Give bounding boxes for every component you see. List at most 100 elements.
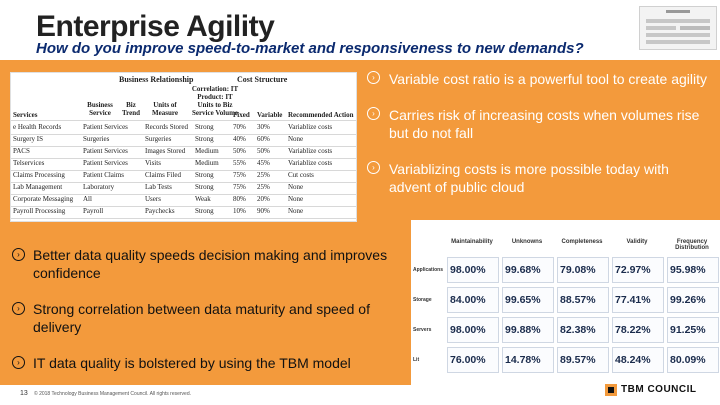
- col-variable: Variable: [257, 111, 283, 119]
- metric-value: 84.00%: [450, 294, 486, 306]
- metric-value: 99.88%: [505, 324, 541, 336]
- slide-title: Enterprise Agility: [36, 10, 275, 43]
- list-item: › Strong correlation between data maturit…: [12, 300, 402, 336]
- table-cell: 25%: [257, 171, 270, 179]
- metric-tile: 80.09%: [667, 347, 719, 373]
- dashboard-column-header: Validity: [626, 239, 648, 245]
- metric-tile: 82.38%: [557, 317, 609, 343]
- page-number: 13: [20, 390, 28, 397]
- metric-tile: 48.24%: [612, 347, 664, 373]
- list-item: › Variable cost ratio is a powerful tool …: [367, 70, 712, 88]
- table-cell: Weak: [195, 195, 211, 203]
- metric-value: 99.26%: [670, 294, 706, 306]
- table-cell: Variablize costs: [288, 159, 333, 167]
- dashboard-row-header: Applications: [413, 267, 444, 273]
- metric-tile: 99.68%: [502, 257, 554, 283]
- table-cell: Corporate Messaging: [13, 195, 74, 203]
- table-cell: 75%: [233, 183, 246, 191]
- table-cell: Surgeries: [83, 135, 110, 143]
- table-cell: Surgeries: [145, 135, 172, 143]
- metric-tile: 77.41%: [612, 287, 664, 313]
- dashboard-column-header: Maintainability: [451, 239, 493, 245]
- table-cell: Paychecks: [145, 207, 175, 215]
- table-cell: Variablize costs: [288, 147, 333, 155]
- metric-tile: 78.22%: [612, 317, 664, 343]
- metric-value: 98.00%: [450, 324, 486, 336]
- col-units: Units of Measure: [152, 101, 178, 117]
- table-cell: 30%: [257, 123, 270, 131]
- cost-structure-table: Business Relationship Cost Structure Cor…: [10, 72, 357, 222]
- metric-value: 78.22%: [615, 324, 651, 336]
- metric-value: 76.00%: [450, 354, 486, 366]
- table-cell: 70%: [233, 123, 246, 131]
- table-cell: Users: [145, 195, 161, 203]
- table-cell: 10%: [233, 207, 246, 215]
- table-cell: 50%: [257, 147, 270, 155]
- table-cell: PACS: [13, 147, 30, 155]
- table-cell: Strong: [195, 123, 214, 131]
- brand-name: TBM COUNCIL: [621, 384, 697, 395]
- col-fixed: Fixed: [233, 111, 250, 119]
- table-cell: e Health Records: [13, 123, 62, 131]
- list-item: › Carries risk of increasing costs when v…: [367, 106, 712, 142]
- metric-tile: 99.65%: [502, 287, 554, 313]
- table-cell: Strong: [195, 135, 214, 143]
- table-cell: Claims Processing: [13, 171, 65, 179]
- dashboard-row-header: Lit: [413, 357, 420, 363]
- table-cell: 40%: [233, 135, 246, 143]
- col-recommended: Recommended Action: [288, 111, 354, 119]
- col-biz-trend: Biz Trend: [121, 101, 141, 117]
- metric-value: 88.57%: [560, 294, 596, 306]
- dashboard-column-header: Unknowns: [511, 239, 543, 245]
- table-cell: Claims Filed: [145, 171, 181, 179]
- dashboard-row-header: Servers: [413, 327, 432, 333]
- metric-value: 98.00%: [450, 264, 486, 276]
- table-cell: Patient Services: [83, 123, 128, 131]
- metric-tile: 99.26%: [667, 287, 719, 313]
- table-cell: Visits: [145, 159, 161, 167]
- chevron-right-icon: ›: [367, 161, 380, 174]
- chevron-right-icon: ›: [12, 356, 25, 369]
- table-cell: 75%: [233, 171, 246, 179]
- table-cell: Records Stored: [145, 123, 188, 131]
- metric-value: 95.98%: [670, 264, 706, 276]
- table-cell: Patient Claims: [83, 171, 125, 179]
- chevron-right-icon: ›: [12, 302, 25, 315]
- table-cell: 90%: [257, 207, 270, 215]
- table-cell: 45%: [257, 159, 270, 167]
- table-cell: Payroll: [83, 207, 104, 215]
- table-cell: None: [288, 195, 304, 203]
- table-cell: All: [83, 195, 92, 203]
- table-cell: Images Stored: [145, 147, 186, 155]
- table-cell: Medium: [195, 147, 219, 155]
- metric-tile: 88.57%: [557, 287, 609, 313]
- table-cell: Patient Services: [83, 147, 128, 155]
- orange-band-bottom: [0, 220, 411, 385]
- table-cell: Strong: [195, 207, 214, 215]
- metric-tile: 99.88%: [502, 317, 554, 343]
- table-cell: 50%: [233, 147, 246, 155]
- table-cell: Patient Services: [83, 159, 128, 167]
- metric-value: 79.08%: [560, 264, 596, 276]
- metric-tile: 76.00%: [447, 347, 499, 373]
- table-cell: Strong: [195, 171, 214, 179]
- dashboard-column-header: Frequency Distribution: [675, 239, 709, 251]
- metric-tile: 89.57%: [557, 347, 609, 373]
- metric-value: 91.25%: [670, 324, 706, 336]
- table-cell: Lab Management: [13, 183, 63, 191]
- metric-tile: 98.00%: [447, 257, 499, 283]
- table-cell: None: [288, 207, 304, 215]
- section-thumbnail: [639, 6, 717, 50]
- metric-tile: 79.08%: [557, 257, 609, 283]
- left-bullet-list: › Better data quality speeds decision mak…: [12, 246, 402, 390]
- table-cell: Payroll Processing: [13, 207, 66, 215]
- dashboard-row-header: Storage: [413, 297, 432, 303]
- table-cell: Medium: [195, 159, 219, 167]
- group-header-cost: Cost Structure: [237, 75, 288, 84]
- group-header-business: Business Relationship: [119, 75, 194, 84]
- metric-value: 48.24%: [615, 354, 651, 366]
- metric-value: 99.65%: [505, 294, 541, 306]
- list-item: › IT data quality is bolstered by using t…: [12, 354, 402, 372]
- table-cell: 25%: [257, 183, 270, 191]
- chevron-right-icon: ›: [367, 107, 380, 120]
